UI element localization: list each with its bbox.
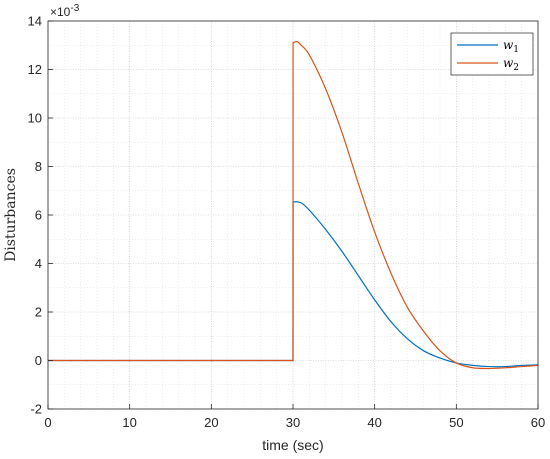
series-line-w1 bbox=[48, 200, 539, 368]
x-tick-label: 30 bbox=[286, 415, 300, 430]
legend-box bbox=[450, 32, 534, 76]
x-tick-label: 20 bbox=[204, 415, 218, 430]
legend: w1 w2 bbox=[450, 32, 534, 76]
y-tick-label: 0 bbox=[35, 353, 42, 368]
y-tick-label: 6 bbox=[35, 208, 42, 223]
series-layer bbox=[48, 40, 539, 370]
series-line-w2 bbox=[48, 40, 539, 370]
x-ticks: 0 10 20 30 40 50 60 bbox=[44, 404, 545, 430]
x-tick-label: 50 bbox=[449, 415, 463, 430]
y-ticks: -2 0 2 4 6 8 10 12 14 bbox=[28, 14, 53, 417]
x-tick-label: 0 bbox=[44, 415, 51, 430]
x-axis-label: time (sec) bbox=[262, 437, 323, 453]
legend-label-w2: w2 bbox=[503, 56, 519, 73]
legend-label-w1: w1 bbox=[503, 38, 519, 55]
y-tick-label: -2 bbox=[30, 402, 42, 417]
y-exponent-power: -3 bbox=[70, 3, 79, 14]
y-tick-label: 8 bbox=[35, 159, 42, 174]
y-axis-label: Disturbances bbox=[3, 168, 19, 262]
y-tick-label: 4 bbox=[35, 256, 42, 271]
x-tick-label: 40 bbox=[367, 415, 381, 430]
y-tick-label: 12 bbox=[28, 62, 42, 77]
x-tick-label: 60 bbox=[531, 415, 545, 430]
y-tick-label: 2 bbox=[35, 305, 42, 320]
y-exponent: ×10-3 bbox=[50, 3, 80, 19]
y-tick-label: 14 bbox=[28, 14, 42, 29]
x-tick-label: 10 bbox=[122, 415, 136, 430]
y-tick-label: 10 bbox=[28, 111, 42, 126]
